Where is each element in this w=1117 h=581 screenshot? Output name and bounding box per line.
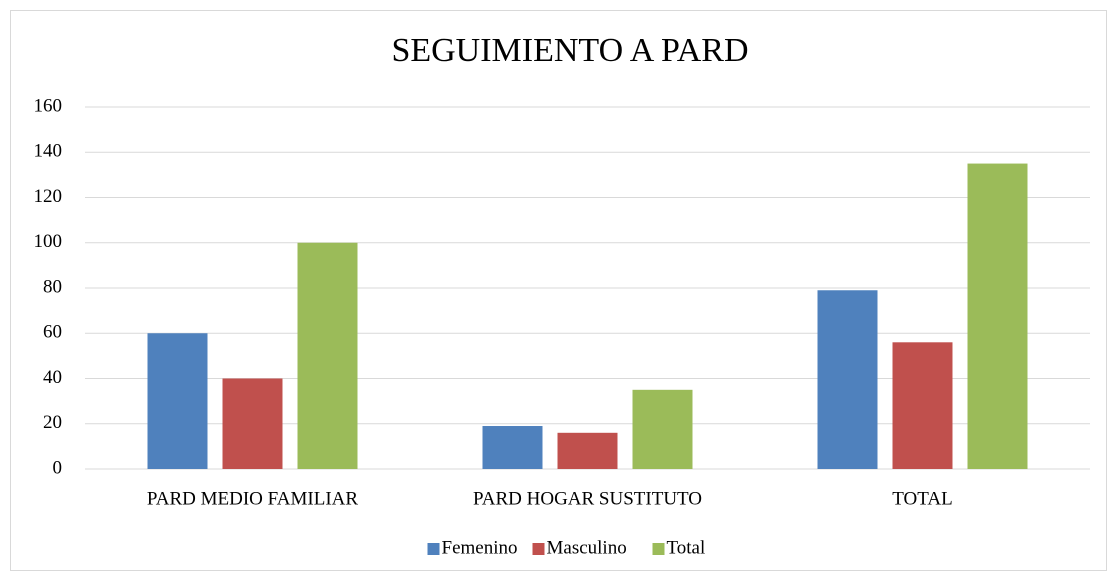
y-tick-label: 160 [34, 95, 63, 116]
legend-swatch [652, 543, 665, 555]
chart-title: SEGUIMIENTO A PARD [391, 32, 748, 69]
bar [632, 389, 693, 469]
y-tick-label: 40 [43, 367, 62, 388]
legend-label: Total [667, 537, 706, 558]
x-tick-label: TOTAL [892, 488, 952, 509]
legend-label: Masculino [547, 537, 627, 558]
y-tick-label: 100 [34, 231, 63, 252]
y-tick-label: 60 [43, 322, 62, 343]
bar [297, 242, 358, 469]
bar [967, 163, 1028, 469]
bar [557, 432, 618, 469]
y-tick-label: 120 [34, 186, 63, 207]
y-tick-label: 140 [34, 141, 63, 162]
chart-border [10, 10, 1107, 571]
x-tick-label: PARD HOGAR SUSTITUTO [473, 488, 702, 509]
bar [817, 290, 878, 469]
bar [482, 426, 543, 469]
bar [222, 378, 283, 469]
legend-label: Femenino [442, 537, 518, 558]
bar [147, 333, 208, 469]
legend-swatch [427, 543, 440, 555]
bar [892, 342, 953, 469]
legend-swatch [532, 543, 545, 555]
y-tick-label: 80 [43, 276, 62, 297]
y-tick-label: 0 [53, 457, 63, 478]
y-tick-label: 20 [43, 412, 62, 433]
x-tick-label: PARD MEDIO FAMILIAR [147, 488, 358, 509]
